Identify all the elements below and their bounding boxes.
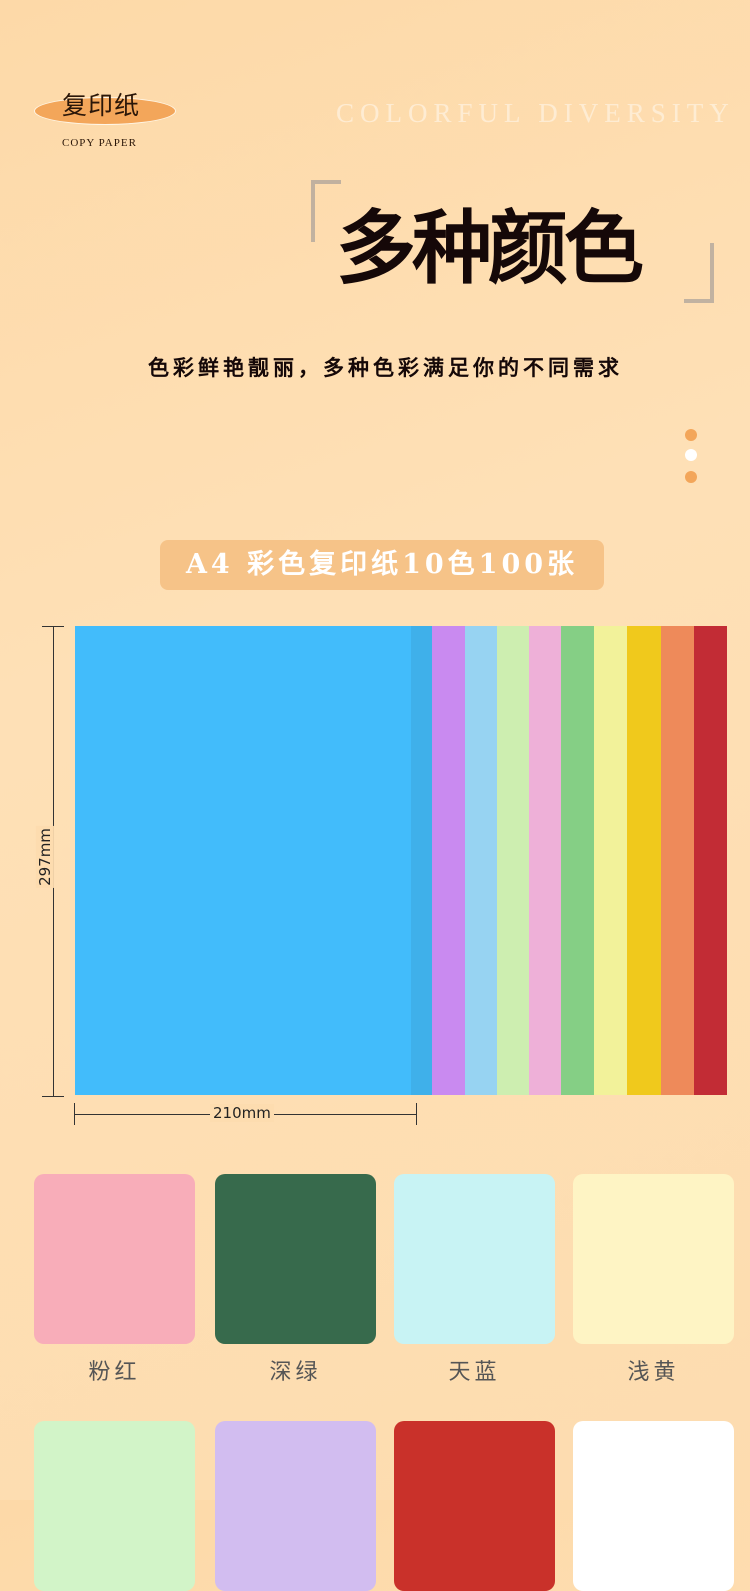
product-label: A4 彩色复印纸10色100张 <box>160 540 604 590</box>
logo-oval <box>34 97 176 125</box>
paper-edge-strip <box>465 626 497 1095</box>
swatch-label: 深绿 <box>269 1360 322 1385</box>
logo-title: 复印纸 <box>62 91 141 120</box>
logo-subtitle: COPY PAPER <box>62 137 137 149</box>
paper-edge-strip <box>529 626 561 1095</box>
width-label: 210mm <box>210 1104 274 1122</box>
paper-front-sheet <box>75 626 411 1095</box>
left-bracket-icon <box>311 180 341 242</box>
color-swatch <box>573 1421 734 1591</box>
paper-edge-strip <box>627 626 661 1095</box>
dim-tick <box>416 1103 417 1125</box>
english-heading: COLORFUL DIVERSITY <box>336 98 735 128</box>
paper-edge-strip <box>661 626 694 1095</box>
color-swatch <box>215 1174 376 1344</box>
product-label-text: A4 彩色复印纸10色100张 <box>185 549 579 580</box>
color-swatch <box>573 1174 734 1344</box>
swatch-label: 粉红 <box>88 1360 141 1385</box>
paper-edge-strip <box>432 626 465 1095</box>
paper-edge-strip <box>410 626 432 1095</box>
paper-edge-strip <box>694 626 727 1095</box>
page-title: 多种颜色 <box>336 202 644 295</box>
paper-edge-strip <box>561 626 594 1095</box>
swatch-label: 浅黄 <box>627 1360 680 1385</box>
subtitle: 色彩鲜艳靓丽，多种色彩满足你的不同需求 <box>148 356 623 380</box>
paper-edge-strip <box>497 626 529 1095</box>
height-label: 297mm <box>35 826 54 888</box>
color-swatch <box>34 1421 195 1591</box>
paper-edge-strip <box>594 626 627 1095</box>
dot-icon <box>685 449 697 461</box>
dot-icon <box>685 471 697 483</box>
color-swatch <box>34 1174 195 1344</box>
dim-tick <box>42 1096 64 1097</box>
color-swatch <box>394 1421 555 1591</box>
right-bracket-icon <box>684 243 714 303</box>
color-swatch <box>215 1421 376 1591</box>
swatch-label: 天蓝 <box>448 1360 501 1385</box>
dot-icon <box>685 429 697 441</box>
color-swatch <box>394 1174 555 1344</box>
